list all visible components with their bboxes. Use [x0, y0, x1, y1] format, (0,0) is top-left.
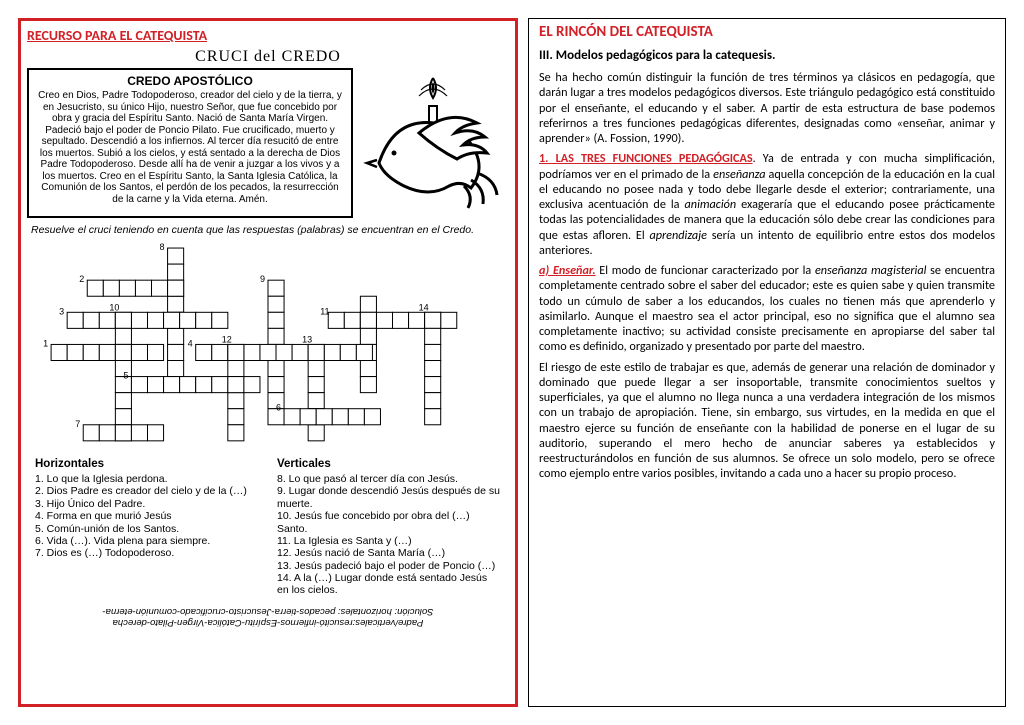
paragraph-ensenar: a) Enseñar. El modo de funcionar caracte… [539, 263, 995, 355]
credo-heading: CREDO APOSTÓLICO [37, 74, 343, 88]
clue-h: 4. Forma en que murió Jesús [35, 510, 259, 522]
horizontal-title: Horizontales [35, 458, 259, 470]
crossword-grid: 8 2 3 10 9 11 1 4 12 13 14 5 6 7 [27, 238, 509, 456]
clue-v: 8. Lo que pasó al tercer día con Jesús. [277, 473, 501, 485]
section-heading: III. Modelos pedagógicos para la cateque… [539, 48, 995, 64]
svg-text:9: 9 [260, 274, 265, 284]
worksheet-title: CRUCI del CREDO [27, 48, 509, 66]
clue-h: 2. Dios Padre es creador del cielo y de … [35, 485, 259, 497]
clue-v: 10. Jesús fue concebido por obra del (…)… [277, 510, 501, 535]
solution-line: Padre/verticales:resucitó-infiernos-Espí… [27, 616, 509, 627]
clue-v: 13. Jesús padeció bajo el poder de Ponci… [277, 560, 501, 572]
vertical-title: Verticales [277, 458, 501, 470]
svg-text:12: 12 [222, 334, 232, 344]
svg-text:3: 3 [59, 306, 64, 316]
credo-box: CREDO APOSTÓLICO Creo en Dios, Padre Tod… [27, 68, 353, 218]
clue-h: 5. Común-unión de los Santos. [35, 523, 259, 535]
clues-horizontal: Horizontales 1. Lo que la Iglesia perdon… [35, 458, 259, 597]
dove-illustration [359, 68, 509, 218]
clue-h: 7. Dios es (…) Todopoderoso. [35, 547, 259, 559]
solution-line: Solución: horizontales: pecados-tierra-J… [27, 605, 509, 616]
svg-text:13: 13 [302, 334, 312, 344]
dove-icon [359, 68, 509, 218]
clue-v: 12. Jesús nació de Santa María (…) [277, 547, 501, 559]
solution-text: Padre/verticales:resucitó-infiernos-Espí… [27, 605, 509, 627]
svg-text:4: 4 [188, 338, 193, 348]
sub1-lead: 1. LAS TRES FUNCIONES PEDAGÓGICAS [539, 151, 753, 166]
svg-text:2: 2 [79, 274, 84, 284]
clue-v: 9. Lugar donde descendió Jesús después d… [277, 485, 501, 510]
clue-v: 14. A la (…) Lugar donde está sentado Je… [277, 572, 501, 597]
article-panel: EL RINCÓN DEL CATEQUISTA III. Modelos pe… [528, 18, 1006, 707]
term-aprendizaje: aprendizaje [649, 228, 706, 243]
clue-h: 3. Hijo Único del Padre. [35, 498, 259, 510]
left-header: RECURSO PARA EL CATEQUISTA [27, 27, 509, 44]
term-animacion: animación [685, 197, 737, 212]
paragraph-functions: 1. LAS TRES FUNCIONES PEDAGÓGICAS. Ya de… [539, 151, 995, 258]
txt: El modo de funcionar caracterizado por l… [596, 263, 815, 278]
paragraph-riesgo: El riesgo de este estilo de trabajar es … [539, 360, 995, 482]
instruction-text: Resuelve el cruci teniendo en cuenta que… [31, 224, 505, 236]
svg-text:11: 11 [320, 306, 329, 316]
clue-v: 11. La Iglesia es Santa y (…) [277, 535, 501, 547]
term-magisterial: enseñanza magisterial [815, 263, 926, 278]
clues-section: Horizontales 1. Lo que la Iglesia perdon… [35, 458, 501, 597]
right-header: EL RINCÓN DEL CATEQUISTA [539, 23, 995, 42]
svg-text:6: 6 [276, 403, 281, 413]
clue-h: 6. Vida (…). Vida plena para siempre. [35, 535, 259, 547]
svg-text:10: 10 [109, 302, 119, 312]
svg-text:14: 14 [419, 302, 429, 312]
clue-h: 1. Lo que la Iglesia perdona. [35, 473, 259, 485]
credo-row: CREDO APOSTÓLICO Creo en Dios, Padre Tod… [27, 68, 509, 218]
paragraph-intro: Se ha hecho común distinguir la función … [539, 70, 995, 146]
svg-text:1: 1 [43, 338, 48, 348]
clues-vertical: Verticales 8. Lo que pasó al tercer día … [277, 458, 501, 597]
sub2-lead: a) Enseñar. [539, 263, 596, 278]
crossword-svg: 8 2 3 10 9 11 1 4 12 13 14 5 6 7 [27, 238, 509, 457]
svg-text:7: 7 [75, 419, 80, 429]
worksheet-panel: RECURSO PARA EL CATEQUISTA CRUCI del CRE… [18, 18, 518, 707]
svg-text:8: 8 [160, 242, 165, 252]
credo-text: Creo en Dios, Padre Todopoderoso, creado… [37, 90, 343, 205]
term-ensenanza: enseñanza [713, 167, 765, 182]
svg-text:5: 5 [123, 371, 128, 381]
